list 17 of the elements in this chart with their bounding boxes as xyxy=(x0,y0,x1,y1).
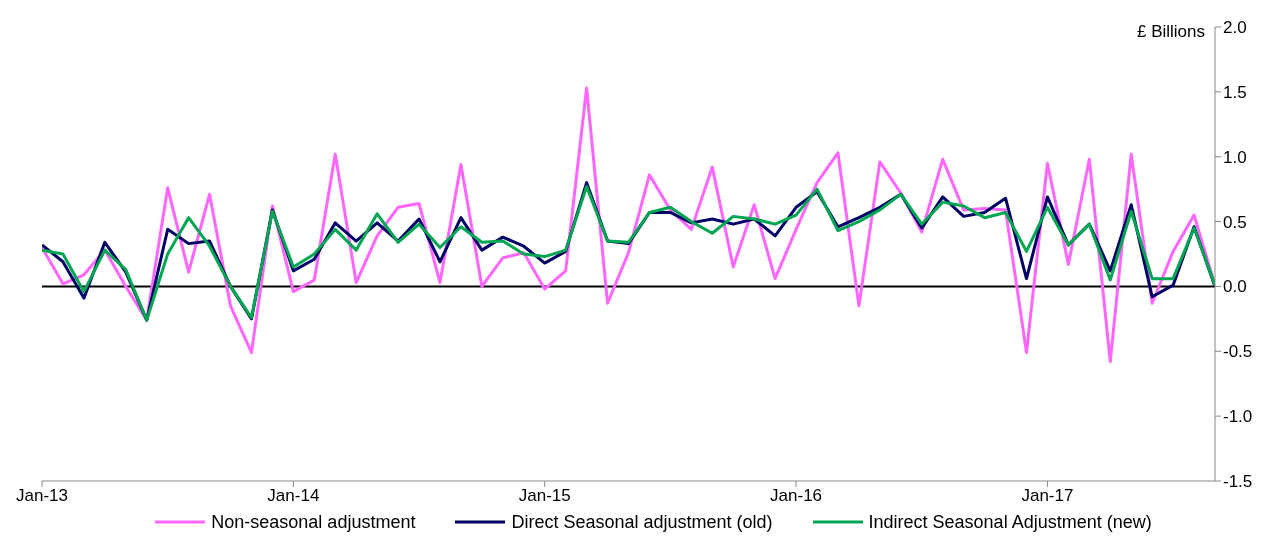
legend-label: Non-seasonal adjustment xyxy=(211,511,416,533)
x-tick-label: Jan-15 xyxy=(518,486,571,506)
y-tick-label: 2.0 xyxy=(1223,18,1247,38)
x-tick-label: Jan-16 xyxy=(770,486,823,506)
y-axis-title: £ Billions xyxy=(1136,22,1205,42)
x-tick-label: Jan-13 xyxy=(16,486,68,506)
legend-label: Direct Seasonal adjustment (old) xyxy=(511,511,773,533)
x-tick-label: Jan-14 xyxy=(267,486,320,506)
y-tick-label: -0.5 xyxy=(1223,342,1253,362)
y-tick-label: -1.0 xyxy=(1223,407,1253,427)
legend-label: Indirect Seasonal Adjustment (new) xyxy=(868,511,1152,533)
x-tick-label: Jan-17 xyxy=(1021,486,1074,506)
y-tick-label: 0.0 xyxy=(1223,277,1247,297)
y-tick-label: -1.5 xyxy=(1223,472,1253,492)
y-tick-label: 0.5 xyxy=(1223,212,1247,232)
y-tick-label: 1.0 xyxy=(1223,147,1247,167)
y-tick-label: 1.5 xyxy=(1223,82,1247,102)
